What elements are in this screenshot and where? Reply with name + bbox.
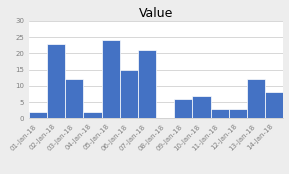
Bar [120, 70, 138, 118]
Bar [84, 112, 101, 118]
Bar [174, 99, 192, 118]
Bar [138, 50, 156, 118]
Bar [265, 92, 283, 118]
Bar [29, 112, 47, 118]
Bar [101, 40, 120, 118]
Bar [47, 44, 65, 118]
Bar [229, 109, 247, 118]
Bar [192, 96, 211, 118]
Title: Value: Value [139, 7, 173, 20]
Bar [65, 79, 84, 118]
Bar [211, 109, 229, 118]
Bar [247, 79, 265, 118]
